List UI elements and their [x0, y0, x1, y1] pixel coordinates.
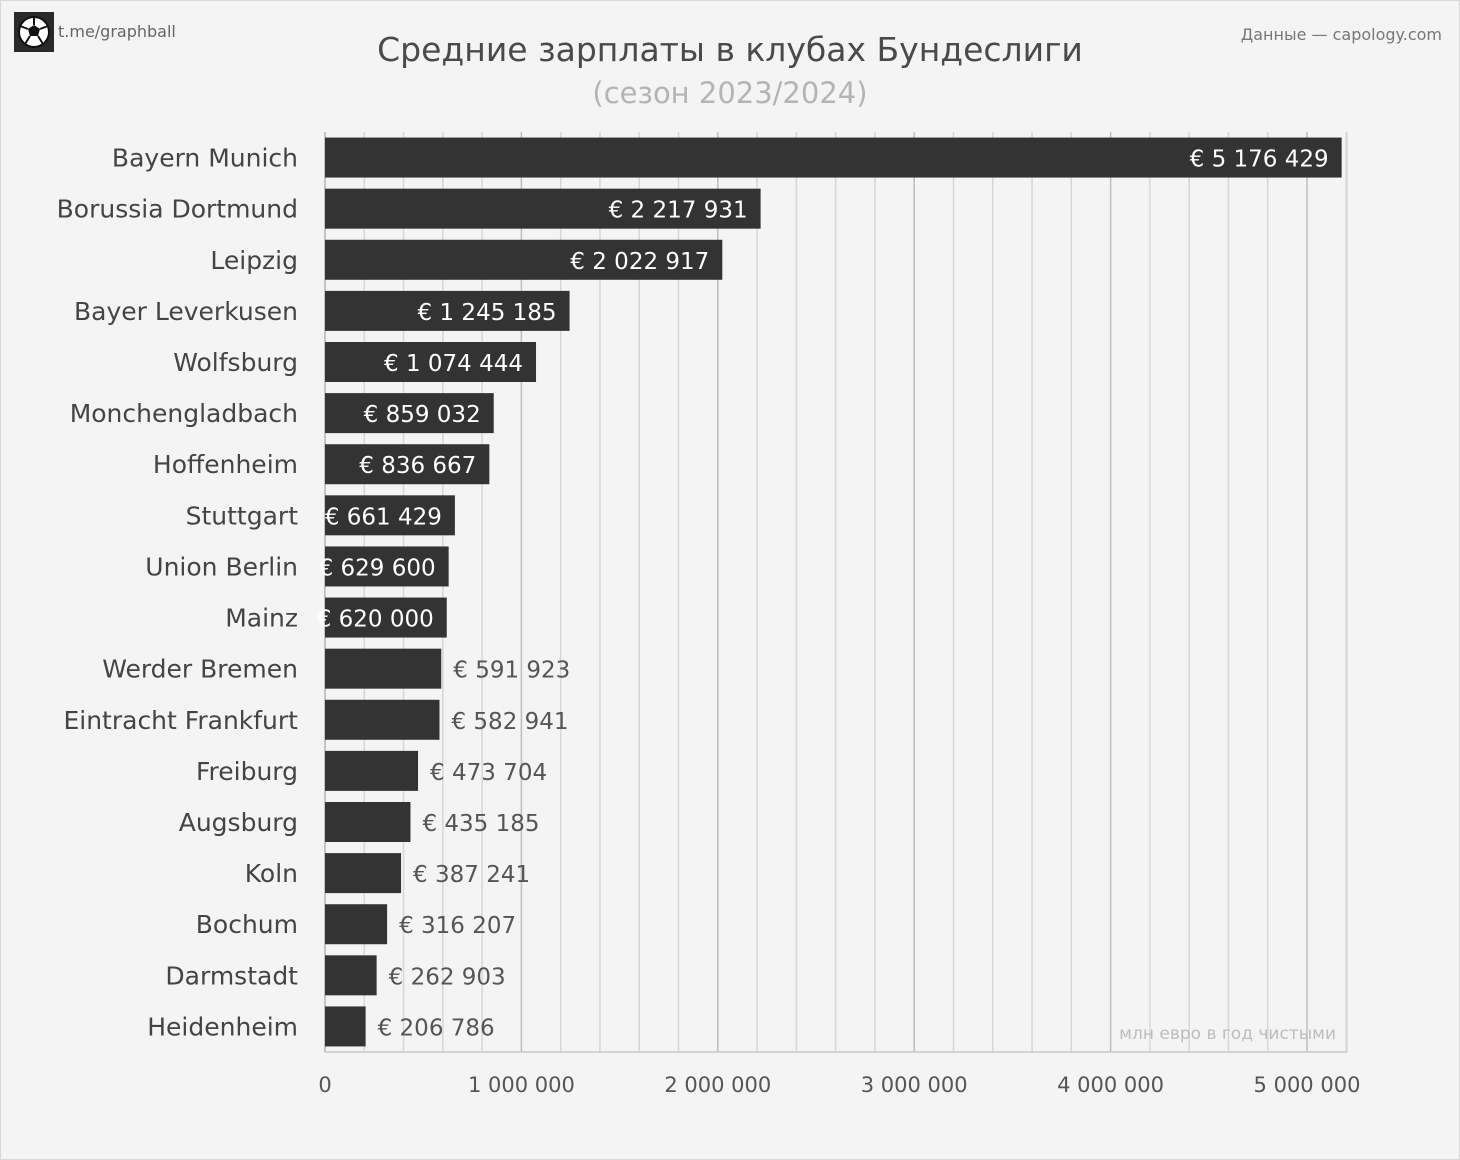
bar — [325, 495, 455, 536]
category-label: Augsburg — [179, 808, 298, 837]
data-label: € 620 000 — [317, 607, 434, 633]
bar — [325, 239, 723, 280]
bar — [325, 699, 440, 740]
data-label: € 2 217 931 — [609, 198, 748, 224]
category-label: Monchengladbach — [70, 399, 298, 428]
bar — [325, 802, 411, 842]
data-label: € 5 176 429 — [1190, 147, 1329, 173]
data-label: € 1 074 444 — [384, 351, 523, 377]
bar — [325, 904, 388, 945]
category-label: Darmstadt — [165, 961, 298, 990]
category-label: Freiburg — [196, 757, 298, 786]
category-label: Mainz — [225, 604, 298, 633]
category-label: Eintracht Frankfurt — [63, 706, 298, 735]
category-label: Bayer Leverkusen — [74, 297, 298, 326]
brand-link[interactable]: t.me/graphball — [58, 22, 176, 41]
data-label: € 836 667 — [359, 453, 476, 479]
data-label: € 473 704 — [430, 760, 547, 786]
bar — [325, 546, 449, 587]
bar — [325, 188, 761, 229]
bar — [325, 853, 402, 894]
bar — [325, 750, 419, 791]
category-label: Leipzig — [210, 246, 298, 275]
x-tick-label: 0 — [318, 1073, 331, 1097]
data-label: € 387 241 — [413, 862, 530, 888]
data-label: € 582 941 — [451, 709, 568, 735]
x-tick-label: 3 000 000 — [861, 1073, 968, 1097]
category-label: Bayern Munich — [112, 144, 298, 173]
x-tick-label: 5 000 000 — [1254, 1073, 1361, 1097]
bar — [325, 137, 1342, 178]
data-source: Данные — capology.com — [1240, 25, 1442, 44]
bar — [325, 648, 442, 689]
data-label: € 661 429 — [325, 504, 442, 530]
data-label: € 629 600 — [319, 555, 436, 581]
category-label: Werder Bremen — [102, 655, 298, 684]
category-label: Bochum — [196, 910, 298, 939]
x-tick-label: 4 000 000 — [1057, 1073, 1164, 1097]
data-label: € 262 903 — [389, 964, 506, 990]
data-label: € 591 923 — [453, 658, 570, 684]
soccer-ball-icon — [14, 12, 54, 52]
category-label: Borussia Dortmund — [57, 195, 298, 224]
x-tick-label: 2 000 000 — [664, 1073, 771, 1097]
data-label: € 206 786 — [378, 1015, 495, 1041]
category-label: Wolfsburg — [173, 348, 298, 377]
bar — [325, 444, 490, 485]
data-label: € 859 032 — [364, 402, 481, 428]
category-label: Stuttgart — [186, 501, 299, 530]
category-label: Koln — [245, 859, 298, 888]
category-label: Hoffenheim — [153, 450, 298, 479]
x-tick-label: 1 000 000 — [468, 1073, 575, 1097]
category-label: Union Berlin — [145, 552, 298, 581]
chart-title: Средние зарплаты в клубах Бундеслиги — [377, 30, 1083, 69]
units-note: млн евро в год чистыми — [1119, 1024, 1336, 1044]
chart-subtitle: (сезон 2023/2024) — [592, 76, 868, 110]
bar — [325, 342, 537, 382]
category-label: Heidenheim — [147, 1012, 298, 1041]
data-label: € 316 207 — [399, 913, 516, 939]
bar — [325, 955, 377, 996]
data-label: € 435 185 — [422, 811, 539, 837]
data-label: € 2 022 917 — [570, 249, 709, 275]
bar — [325, 597, 447, 638]
data-label: € 1 245 185 — [418, 300, 557, 326]
bar — [325, 290, 570, 331]
bar — [325, 1006, 366, 1047]
bar — [325, 393, 494, 434]
